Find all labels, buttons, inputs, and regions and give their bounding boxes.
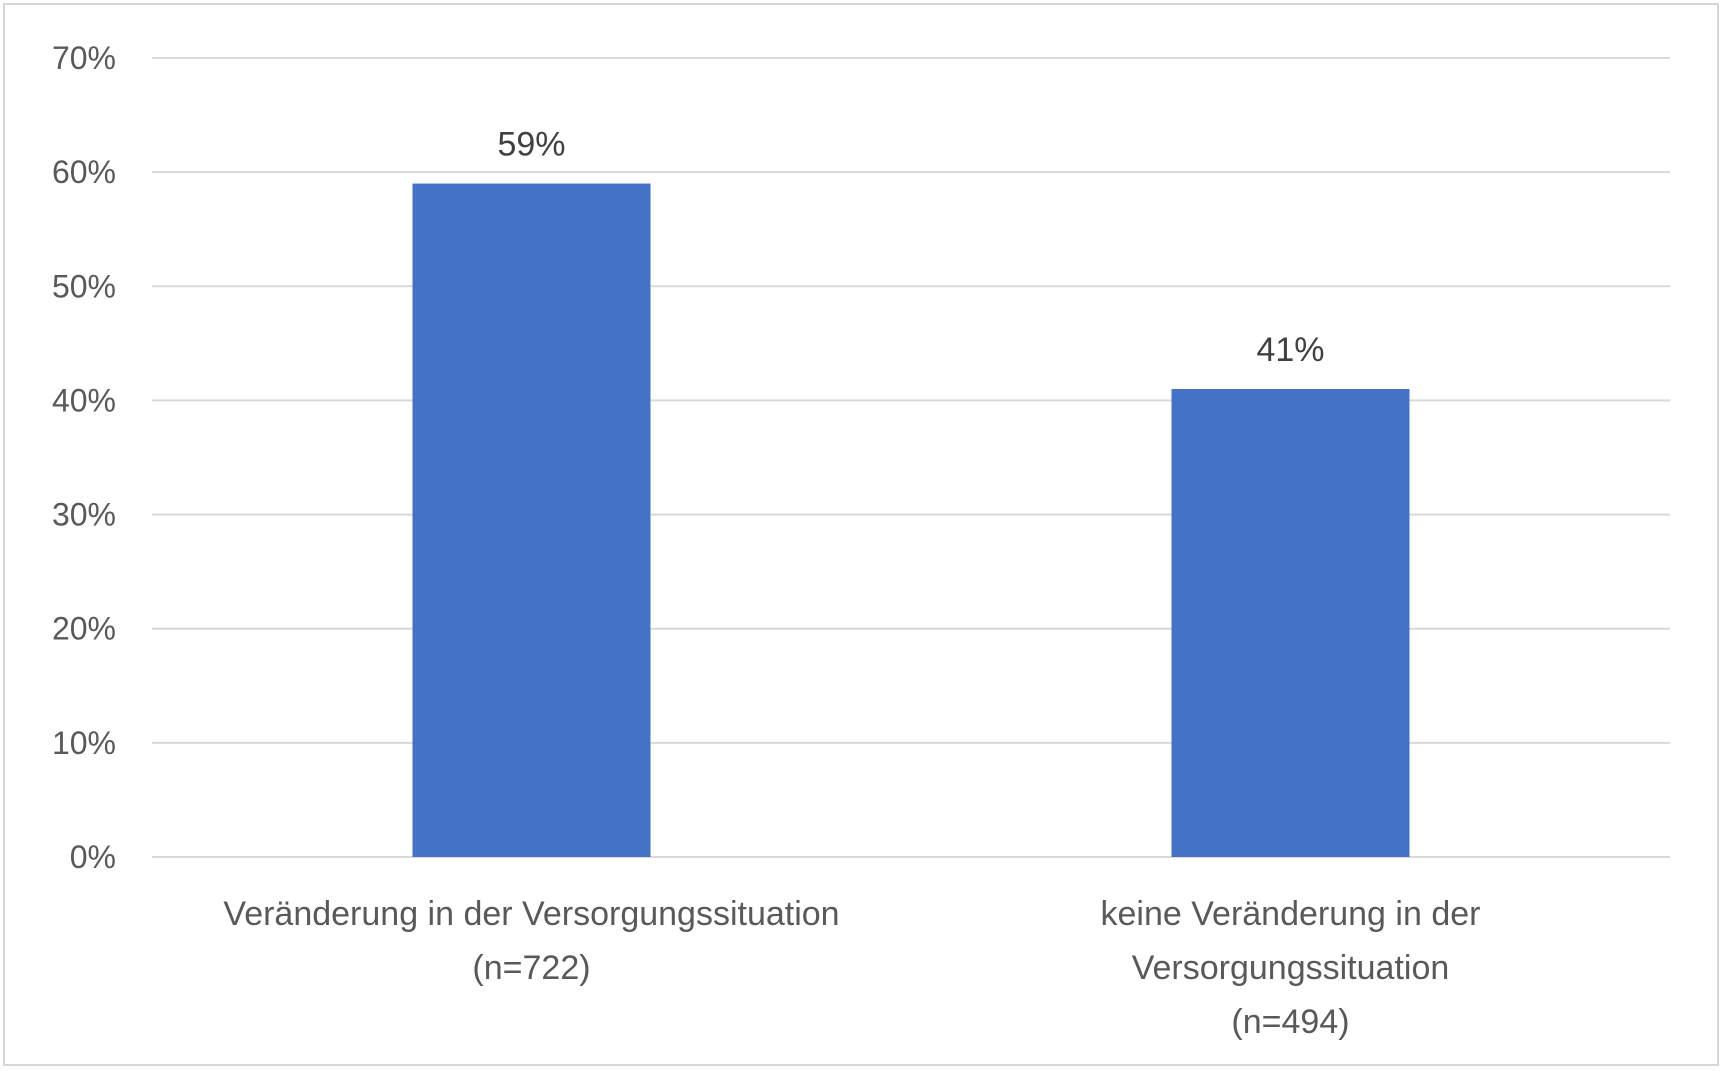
category-labels: Veränderung in der Versorgungssituation (…	[223, 895, 1480, 1041]
y-tick-label: 30%	[52, 497, 116, 533]
category-label: (n=494)	[1231, 1003, 1349, 1041]
data-label: 59%	[497, 126, 565, 164]
chart-frame	[3, 3, 1719, 1066]
y-tick-label: 60%	[52, 154, 116, 190]
gridlines	[152, 57, 1670, 858]
category-label: Veränderung in der Versorgungssituation	[223, 895, 839, 933]
y-tick-label: 10%	[52, 725, 116, 761]
bar	[1171, 389, 1410, 857]
data-label: 41%	[1256, 331, 1324, 369]
y-tick-label: 0%	[70, 839, 116, 875]
category-label: (n=722)	[472, 949, 590, 987]
category-label: keine Veränderung in der	[1101, 895, 1481, 933]
bars	[412, 183, 1410, 858]
data-labels: 59% 41%	[497, 126, 1324, 369]
y-tick-label: 50%	[52, 268, 116, 304]
y-tick-label: 40%	[52, 382, 116, 418]
y-tick-label: 70%	[52, 40, 116, 76]
category-label: Versorgungssituation	[1132, 949, 1450, 987]
y-tick-label: 20%	[52, 611, 116, 647]
y-axis-tick-labels: 0% 10% 20% 30% 40% 50% 60% 70%	[52, 40, 116, 875]
bar	[412, 183, 651, 858]
